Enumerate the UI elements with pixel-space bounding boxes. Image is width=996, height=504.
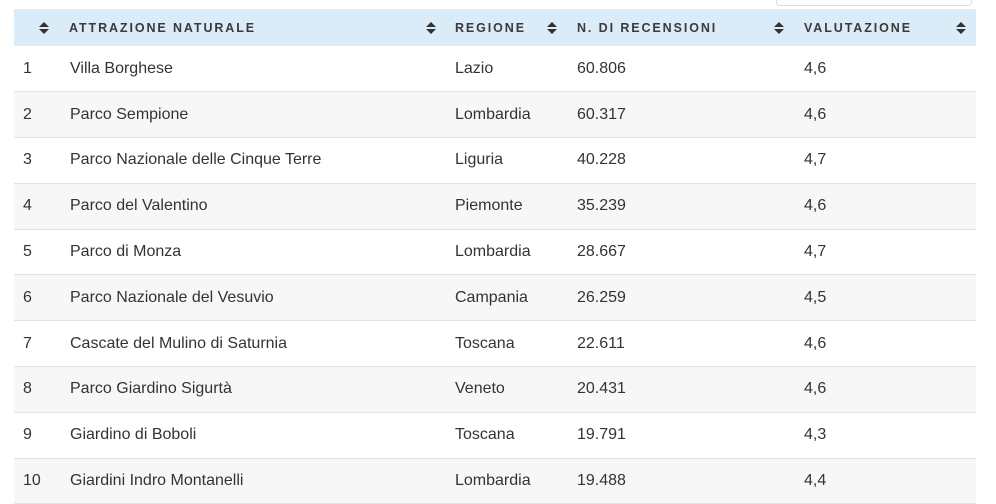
attraction-cell: Parco del Valentino (70, 197, 208, 215)
reviews-cell: 20.431 (577, 380, 626, 398)
region-cell: Campania (455, 288, 528, 306)
attraction-cell: Parco Giardino Sigurtà (70, 380, 232, 398)
reviews-cell: 35.239 (577, 197, 626, 215)
header-valutazione[interactable]: VALUTAZIONE (804, 9, 976, 46)
attraction-cell: Parco Nazionale del Vesuvio (70, 288, 274, 306)
table-row: 7 Cascate del Mulino di Saturnia Toscana 22… (14, 321, 976, 367)
rating-cell: 4,5 (804, 288, 827, 306)
header-rank[interactable] (14, 9, 69, 46)
attraction-cell: Giardini Indro Montanelli (70, 472, 244, 490)
rating-cell: 4,3 (804, 426, 827, 444)
reviews-cell: 26.259 (577, 288, 626, 306)
table-row: 3 Parco Nazionale delle Cinque Terre Ligur… (14, 138, 976, 184)
header-attrazione[interactable]: ATTRAZIONE NATURALE (69, 9, 455, 46)
sort-arrows-icon[interactable] (426, 21, 436, 34)
rank-cell: 2 (23, 105, 32, 123)
rating-cell: 4,6 (804, 380, 827, 398)
reviews-cell: 60.806 (577, 59, 626, 77)
region-cell: Lazio (455, 59, 494, 77)
rank-cell: 3 (23, 151, 32, 169)
rank-cell: 5 (23, 243, 32, 261)
region-cell: Lombardia (455, 243, 531, 261)
table-row: 9 Giardino di Boboli Toscana 19.791 4,3 (14, 412, 976, 459)
rating-cell: 4,6 (804, 197, 827, 215)
table-header-row: ATTRAZIONE NATURALE REGIONE N. DI RECENS… (14, 9, 976, 46)
attractions-table: ATTRAZIONE NATURALE REGIONE N. DI RECENS… (14, 9, 976, 504)
sort-arrows-icon[interactable] (39, 21, 49, 34)
rank-cell: 4 (23, 197, 32, 215)
rating-cell: 4,7 (804, 151, 827, 169)
attraction-cell: Parco di Monza (70, 243, 182, 261)
rank-cell: 9 (23, 426, 32, 444)
rank-cell: 1 (23, 59, 32, 77)
header-label: N. DI RECENSIONI (577, 20, 718, 35)
table-row: 8 Parco Giardino Sigurtà Veneto 20.431 4,6 (14, 366, 976, 413)
sort-arrows-icon[interactable] (956, 21, 966, 34)
rating-cell: 4,7 (804, 243, 827, 261)
rank-cell: 6 (23, 288, 32, 306)
rank-cell: 10 (23, 472, 41, 490)
header-label: REGIONE (455, 20, 526, 35)
region-cell: Veneto (455, 380, 505, 398)
reviews-cell: 28.667 (577, 243, 626, 261)
header-recensioni[interactable]: N. DI RECENSIONI (577, 9, 804, 46)
rank-cell: 7 (23, 334, 32, 352)
rating-cell: 4,6 (804, 105, 827, 123)
region-cell: Piemonte (455, 197, 523, 215)
table-row: 2 Parco Sempione Lombardia 60.317 4,6 (14, 91, 976, 138)
attraction-cell: Cascate del Mulino di Saturnia (70, 334, 288, 352)
attraction-cell: Villa Borghese (70, 59, 173, 77)
header-label: VALUTAZIONE (804, 20, 912, 35)
sort-arrows-icon[interactable] (774, 21, 784, 34)
attraction-cell: Parco Sempione (70, 105, 189, 123)
region-cell: Lombardia (455, 105, 531, 123)
reviews-cell: 22.611 (577, 334, 625, 352)
table-row: 10 Giardini Indro Montanelli Lombardia 19.4… (14, 458, 976, 504)
table-row: 4 Parco del Valentino Piemonte 35.239 4,6 (14, 183, 976, 230)
table-row: 5 Parco di Monza Lombardia 28.667 4,7 (14, 229, 976, 275)
header-label: ATTRAZIONE NATURALE (69, 20, 257, 35)
sort-arrows-icon[interactable] (547, 21, 557, 34)
rating-cell: 4,4 (804, 472, 827, 490)
reviews-cell: 60.317 (577, 105, 626, 123)
region-cell: Toscana (455, 334, 515, 352)
reviews-cell: 40.228 (577, 151, 626, 169)
reviews-cell: 19.488 (577, 472, 626, 490)
attraction-cell: Parco Nazionale delle Cinque Terre (70, 151, 322, 169)
attraction-cell: Giardino di Boboli (70, 426, 197, 444)
rating-cell: 4,6 (804, 59, 827, 77)
region-cell: Liguria (455, 151, 504, 169)
region-cell: Toscana (455, 426, 515, 444)
header-regione[interactable]: REGIONE (455, 9, 577, 46)
table-row: 1 Villa Borghese Lazio 60.806 4,6 (14, 46, 976, 92)
search-input[interactable] (776, 0, 972, 6)
rank-cell: 8 (23, 380, 32, 398)
table-row: 6 Parco Nazionale del Vesuvio Campania 26.2… (14, 274, 976, 321)
rating-cell: 4,6 (804, 334, 827, 352)
region-cell: Lombardia (455, 472, 531, 490)
reviews-cell: 19.791 (577, 426, 626, 444)
